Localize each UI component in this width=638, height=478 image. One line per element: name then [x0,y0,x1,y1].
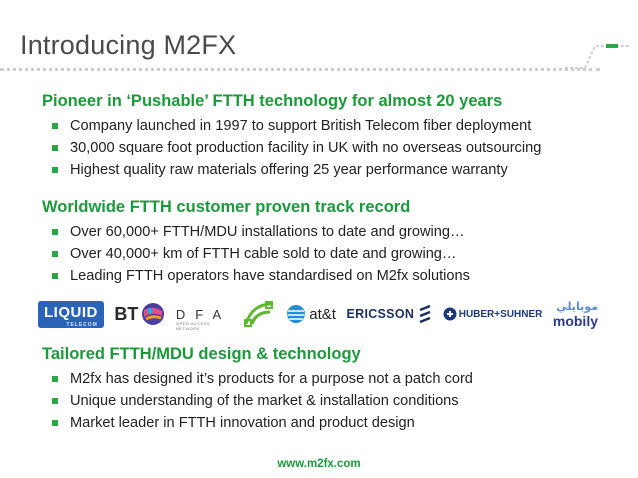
title-divider [0,68,600,71]
section-heading: Tailored FTTH/MDU design & technology [42,345,361,363]
huber-suhner-logo: HUBER+SUHNER [443,307,542,321]
section-track-record: Worldwide FTTH customer proven track rec… [42,198,622,287]
bullet-list: Company launched in 1997 to support Brit… [42,115,622,181]
dfa-logo: DFA OPEN ACCESS NETWORK [175,306,232,331]
att-logo: at&t [286,304,336,324]
section-tailored-design: Tailored FTTH/MDU design & technology M2… [42,345,622,434]
bullet-list: M2fx has designed it’s products for a pu… [42,368,622,434]
bullet-item: Unique understanding of the market & ins… [42,390,622,412]
footer-url: www.m2fx.com [277,458,361,470]
slide-title: Introducing M2FX [20,30,237,60]
bullet-item: Market leader in FTTH innovation and pro… [42,412,622,434]
customer-logos-row: LIQUID TELECOM BT DFA OPEN ACCESS NETWOR… [38,296,598,332]
att-globe-icon [287,305,306,323]
ericsson-logo: ERICSSON [346,305,432,323]
liquid-telecom-logo: LIQUID TELECOM [38,300,104,328]
section-heading: Worldwide FTTH customer proven track rec… [42,198,411,216]
bullet-item: 30,000 square foot production facility i… [42,137,622,159]
bt-logo: BT [114,302,165,326]
bullet-item: M2fx has designed it’s products for a pu… [42,368,622,390]
green-swoosh-logo [243,301,273,327]
bullet-item: Over 40,000+ km of FTTH cable sold to da… [42,243,622,265]
ericsson-mark-icon [419,305,431,323]
mobily-logo: موبايلي mobily [552,301,598,329]
bt-globe-icon [142,303,165,325]
bullet-item: Leading FTTH operators have standardised… [42,265,622,287]
section-pioneer: Pioneer in ‘Pushable’ FTTH technology fo… [42,92,622,181]
bullet-item: Over 60,000+ FTTH/MDU installations to d… [42,221,622,243]
huber-suhner-mark-icon [443,307,457,321]
bullet-item: Highest quality raw materials offering 2… [42,159,622,181]
decorative-corner-lines [565,44,630,69]
bullet-list: Over 60,000+ FTTH/MDU installations to d… [42,221,622,287]
bullet-item: Company launched in 1997 to support Brit… [42,115,622,137]
section-heading: Pioneer in ‘Pushable’ FTTH technology fo… [42,92,503,110]
